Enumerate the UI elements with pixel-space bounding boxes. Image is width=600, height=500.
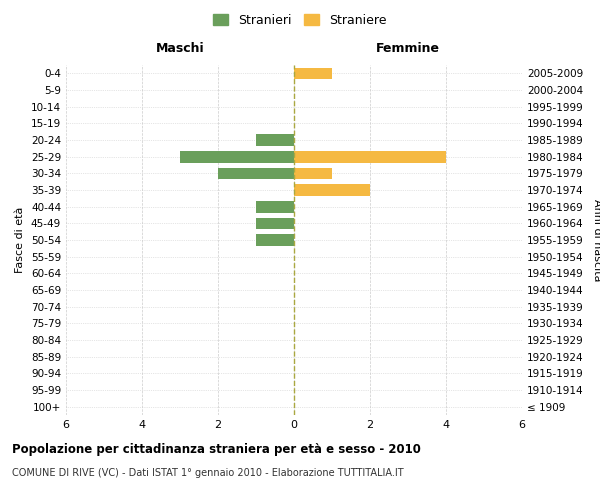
- Bar: [294, 184, 370, 196]
- Y-axis label: Anni di nascita: Anni di nascita: [592, 198, 600, 281]
- Y-axis label: Fasce di età: Fasce di età: [16, 207, 25, 273]
- Bar: [256, 218, 294, 229]
- Legend: Stranieri, Straniere: Stranieri, Straniere: [208, 8, 392, 32]
- Bar: [180, 151, 294, 162]
- Text: Maschi: Maschi: [155, 42, 205, 54]
- Bar: [294, 68, 332, 79]
- Bar: [294, 168, 332, 179]
- Text: Popolazione per cittadinanza straniera per età e sesso - 2010: Popolazione per cittadinanza straniera p…: [12, 442, 421, 456]
- Bar: [294, 151, 446, 162]
- Bar: [256, 234, 294, 246]
- Bar: [256, 134, 294, 146]
- Text: Femmine: Femmine: [376, 42, 440, 54]
- Bar: [218, 168, 294, 179]
- Text: COMUNE DI RIVE (VC) - Dati ISTAT 1° gennaio 2010 - Elaborazione TUTTITALIA.IT: COMUNE DI RIVE (VC) - Dati ISTAT 1° genn…: [12, 468, 404, 477]
- Bar: [256, 201, 294, 212]
